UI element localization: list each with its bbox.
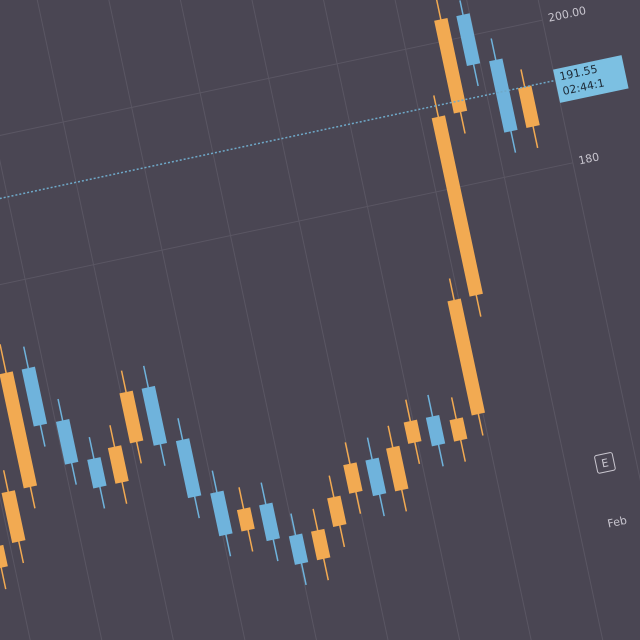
candle-body [288, 533, 309, 565]
candle-body [119, 390, 144, 444]
candle-body [386, 445, 409, 492]
vertical-grid-line [211, 0, 425, 640]
candle-body [425, 414, 446, 447]
candle-wick [0, 531, 7, 590]
grid-line [0, 19, 543, 208]
icon-label: E [600, 456, 610, 470]
vertical-grid-line [5, 0, 220, 640]
vertical-grid-line [74, 0, 288, 640]
candle-body [449, 417, 468, 442]
candle-body [365, 457, 387, 497]
vertical-grid-line [0, 0, 151, 640]
candle-body [434, 17, 468, 114]
x-tick-label: Feb [606, 514, 628, 531]
candle-body [236, 507, 255, 532]
candle-body [456, 13, 481, 67]
y-tick-label: 180 [577, 150, 600, 167]
candle-body [343, 462, 363, 494]
candle-body [431, 115, 483, 297]
vertical-grid-line [142, 0, 356, 640]
price-label-box [553, 55, 629, 103]
candle-body [489, 58, 518, 133]
candle-body [0, 371, 38, 489]
candle-body [259, 502, 280, 542]
candle-body [55, 419, 79, 465]
vertical-grid-line [485, 0, 640, 640]
candle-body [447, 298, 486, 416]
candle-body [21, 366, 48, 427]
candle-body [518, 85, 540, 128]
candle-body [175, 438, 202, 499]
icon-box [594, 452, 616, 474]
last-price-line [0, 79, 556, 269]
candle-body [210, 490, 233, 537]
grid-line [0, 162, 573, 351]
candle-body [1, 490, 26, 543]
vertical-grid-line [416, 0, 630, 640]
candle-body [327, 495, 347, 527]
candle-body [107, 445, 129, 484]
candle-body [0, 544, 8, 570]
candle-body [141, 385, 168, 446]
candle-body [403, 419, 422, 444]
vertical-grid-line [279, 0, 493, 640]
candle-body [311, 528, 331, 561]
candle-body [87, 457, 107, 489]
vertical-grid-line [348, 0, 562, 640]
